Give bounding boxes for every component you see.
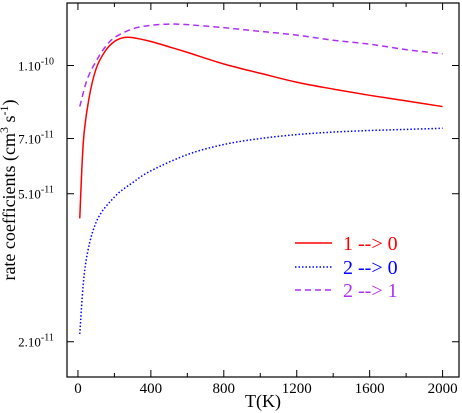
x-tick-label-1200: 1200 [282,381,312,397]
y-tick-mantissa-3: 1.10 [18,59,41,74]
y-tick-label-1: 5.10-11 [18,185,54,202]
y-axis-title-sup2: -1 [0,105,11,115]
y-axis-title-sup1: 3 [0,127,11,133]
y-tick-mantissa-2: 7.10 [18,132,41,147]
series-line-2-0 [79,127,443,335]
series-line-2-1 [79,23,443,107]
legend-label-2-0: 2 --> 0 [343,257,398,279]
x-tick-label-2000: 2000 [428,381,458,397]
ticks-layer: 0 400 800 1200 1600 20002.10-115.10-117.10-11… [18,3,459,397]
x-tick-label-400: 400 [140,381,163,397]
legend: 1 --> 0 2 --> 0 2 --> 1 [295,233,398,302]
legend-label-2-1: 2 --> 1 [343,280,398,302]
x-tick-label-1600: 1600 [355,381,385,397]
x-tick-label-0: 0 [74,381,82,397]
y-tick-mantissa-1: 5.10 [18,187,41,202]
y-axis-title: rate coefficients (cm3 s-1) [0,99,20,280]
plot-frame [66,2,460,378]
y-tick-label-3: 1.10-10 [18,57,54,74]
series-line-1-0 [79,36,443,219]
y-tick-exponent-3: -10 [41,57,54,68]
x-tick-label-800: 800 [213,381,236,397]
y-tick-label-0: 2.10-11 [18,333,54,350]
plot-layer [79,23,443,335]
y-axis-title-end: ) [0,99,20,105]
y-tick-label-2: 7.10-11 [18,130,54,147]
y-tick-exponent-0: -11 [41,333,54,344]
y-tick-exponent-2: -11 [41,130,54,141]
y-axis-title-main: rate coefficients (cm [0,133,20,281]
y-axis-title-mid: s [0,115,19,127]
y-tick-mantissa-0: 2.10 [18,335,41,350]
x-axis-title: T(K) [245,391,281,412]
legend-label-1-0: 1 --> 0 [343,233,398,255]
y-tick-exponent-1: -11 [41,185,54,196]
